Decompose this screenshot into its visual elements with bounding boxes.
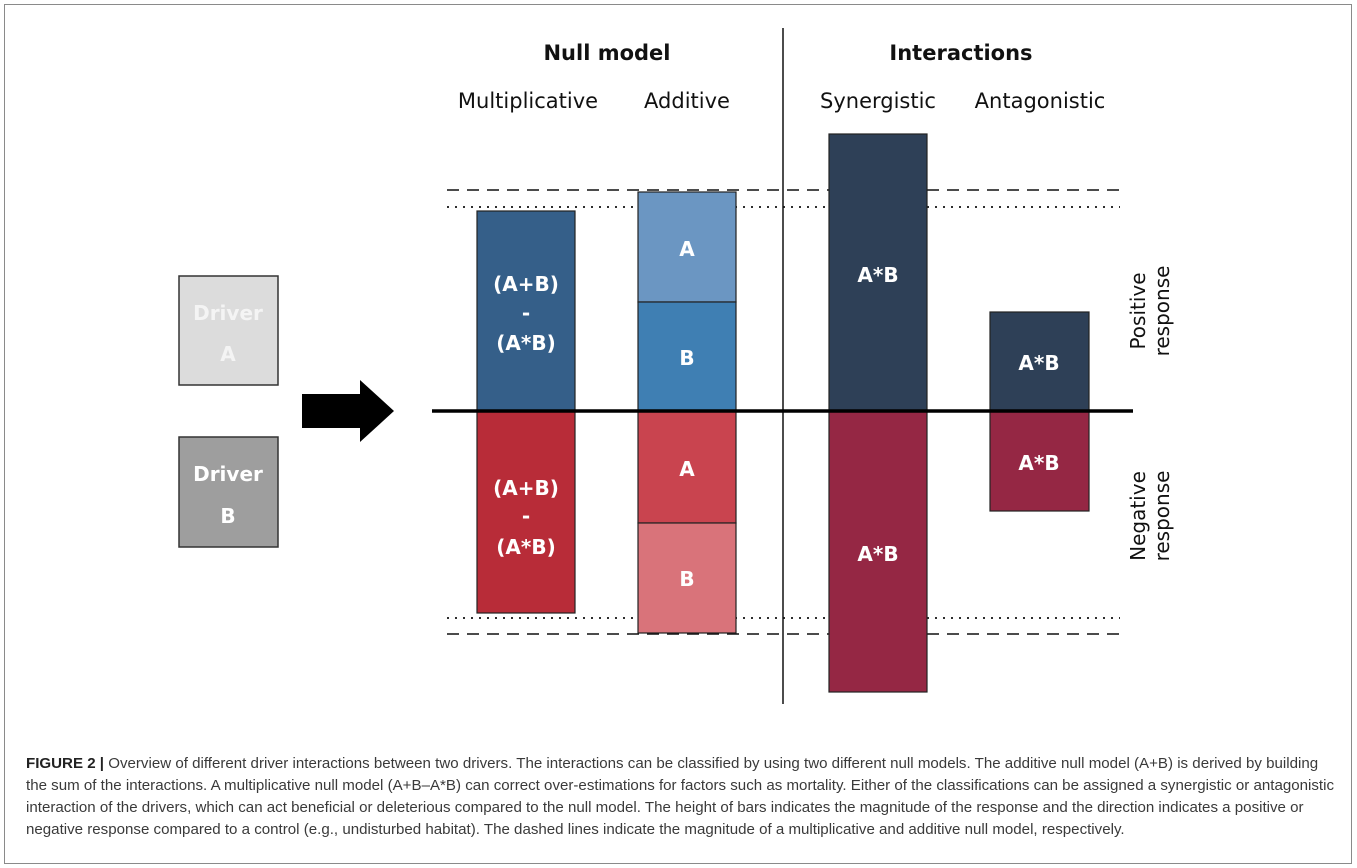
driver-a-label-line2: A (220, 342, 236, 366)
multiplicative-negative-label-1: (A+B) (493, 476, 559, 500)
multiplicative-positive-label-2: - (522, 301, 530, 325)
driver-b-box: Driver B (178, 436, 279, 548)
positive-response-label: Positive response (1126, 266, 1174, 357)
multiplicative-negative-bar: (A+B) - (A*B) (476, 410, 576, 614)
additive-positive-a-label: A (679, 237, 695, 261)
additive-positive-a-bar: A (637, 191, 737, 303)
synergistic-positive-bar: A*B (828, 133, 928, 412)
antagonistic-negative-rect (989, 410, 1090, 512)
multiplicative-positive-rect (476, 210, 576, 412)
multiplicative-positive-bar: (A+B) - (A*B) (476, 210, 576, 412)
antagonistic-positive-label: A*B (1018, 351, 1059, 375)
additive-positive-a-rect (637, 191, 737, 303)
additive-negative-a-label: A (679, 457, 695, 481)
positive-response-line1: Positive (1126, 272, 1150, 349)
figure-number: FIGURE 2 | (26, 755, 105, 772)
synergistic-positive-rect (828, 133, 928, 412)
additive-positive-b-bar: B (637, 301, 737, 412)
antagonistic-negative-label: A*B (1018, 451, 1059, 475)
interactions-header: Interactions (889, 41, 1032, 65)
antagonistic-positive-rect (989, 311, 1090, 412)
synergistic-subheader: Synergistic (820, 89, 936, 113)
right-arrow-icon (302, 380, 394, 442)
additive-negative-b-rect (637, 522, 737, 634)
driver-a-rect (178, 275, 279, 386)
synergistic-negative-rect (828, 410, 928, 693)
synergistic-negative-bar: A*B (828, 410, 928, 693)
multiplicative-subheader: Multiplicative (458, 89, 598, 113)
additive-negative-b-label: B (679, 567, 694, 591)
multiplicative-positive-label-1: (A+B) (493, 272, 559, 296)
antagonistic-negative-bar: A*B (989, 410, 1090, 512)
additive-subheader: Additive (644, 89, 730, 113)
antagonistic-positive-bar: A*B (989, 311, 1090, 412)
driver-a-box: Driver A (178, 275, 279, 386)
additive-positive-b-rect (637, 301, 737, 412)
synergistic-negative-label: A*B (857, 542, 898, 566)
figure-caption: FIGURE 2 | Overview of different driver … (26, 753, 1336, 841)
multiplicative-negative-label-2: - (522, 504, 530, 528)
figure-frame (4, 4, 1352, 864)
additive-negative-a-bar: A (637, 410, 737, 524)
negative-response-line1: Negative (1126, 471, 1150, 561)
driver-b-label-line1: Driver (193, 462, 263, 486)
null-model-header: Null model (543, 41, 670, 65)
multiplicative-negative-rect (476, 410, 576, 614)
driver-a-label-line1: Driver (193, 301, 263, 325)
driver-b-rect (178, 436, 279, 548)
caption-text: Overview of different driver interaction… (26, 755, 1335, 838)
additive-positive-b-label: B (679, 346, 694, 370)
negative-response-label: Negative response (1126, 471, 1174, 562)
additive-negative-b-bar: B (637, 522, 737, 634)
synergistic-positive-label: A*B (857, 263, 898, 287)
interaction-diagram: Null model Interactions Multiplicative A… (178, 28, 1174, 704)
negative-response-line2: response (1150, 471, 1174, 562)
multiplicative-positive-label-3: (A*B) (496, 331, 555, 355)
multiplicative-negative-label-3: (A*B) (496, 535, 555, 559)
driver-b-label-line2: B (220, 504, 235, 528)
antagonistic-subheader: Antagonistic (975, 89, 1106, 113)
positive-response-line2: response (1150, 266, 1174, 357)
